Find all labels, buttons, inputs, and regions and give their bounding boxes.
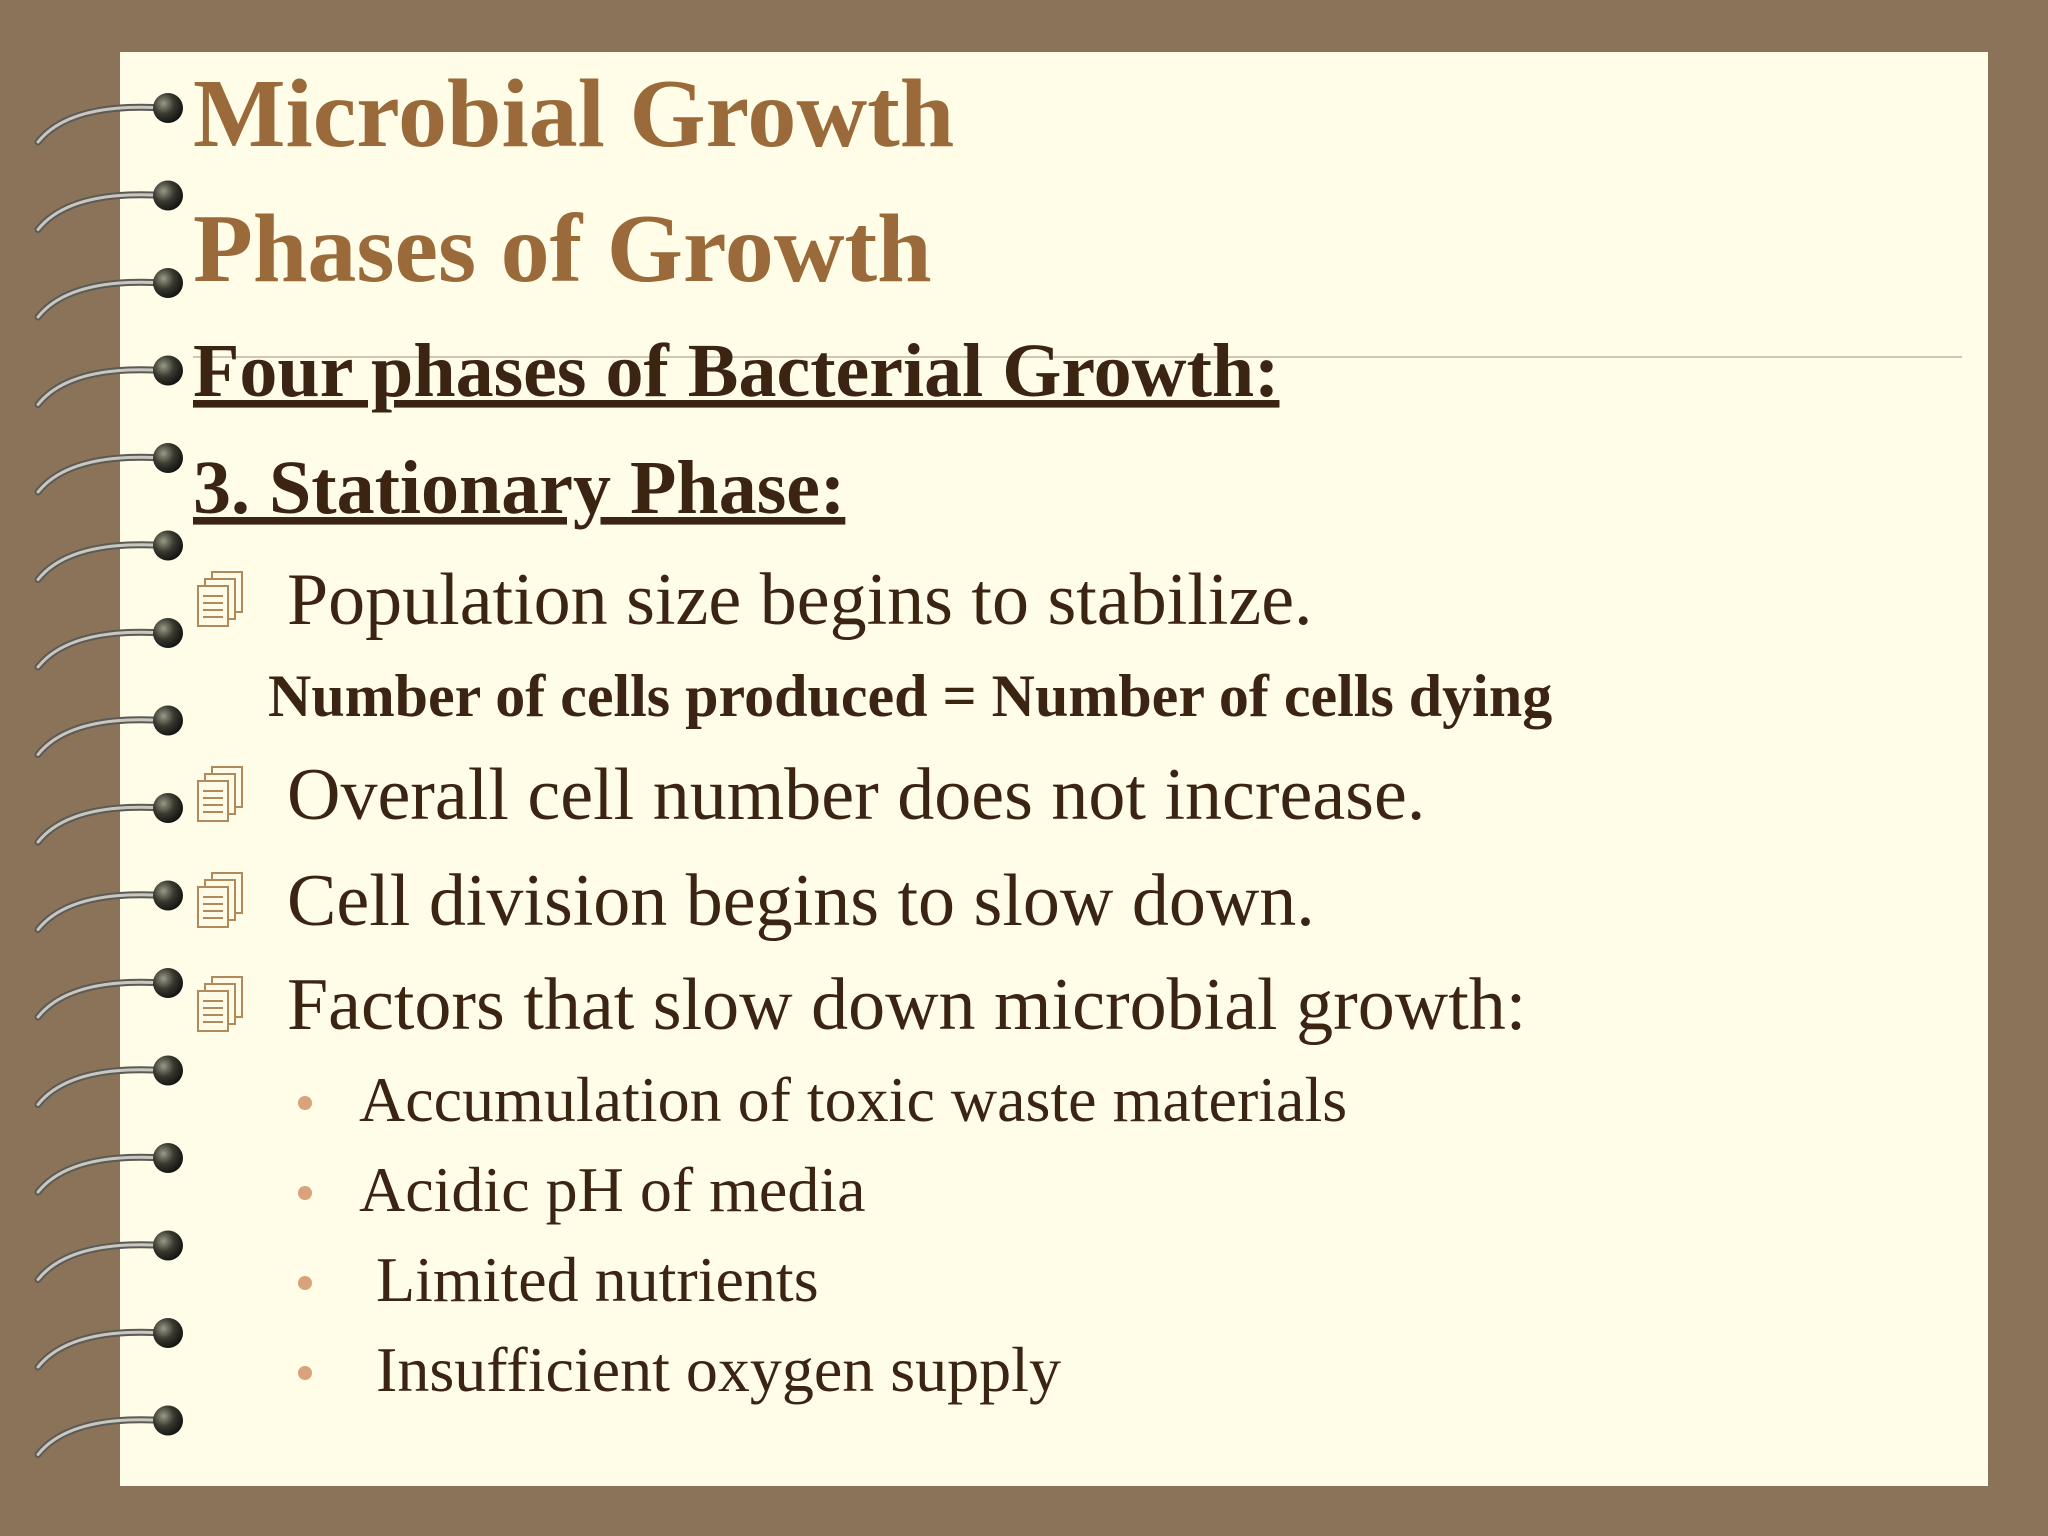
ring-wire (36, 1330, 167, 1369)
bullet-dot (298, 1096, 312, 1110)
ring-hole (153, 530, 183, 561)
ring-hole (153, 968, 183, 998)
ring-wire (36, 980, 167, 1019)
ring-hole (153, 1230, 183, 1261)
ring-wire (36, 1243, 167, 1281)
factor: Limited nutrients (376, 1244, 819, 1315)
ring-wire (36, 543, 167, 581)
ring-wire (36, 368, 167, 406)
ring-wire (36, 805, 167, 844)
bullet-icon (197, 571, 243, 627)
paper (120, 52, 1988, 1486)
point: Population size begins to stabilize. (287, 559, 1313, 641)
ring-hole (153, 355, 183, 386)
ring-wire (36, 893, 167, 931)
factor: Accumulation of toxic waste materials (359, 1064, 1347, 1135)
ring-hole (153, 1405, 183, 1436)
ring-wire (36, 1155, 167, 1194)
ring-wire (36, 718, 167, 756)
ring-hole (153, 1055, 183, 1086)
ring-hole (153, 93, 183, 123)
ring-wire (36, 105, 167, 144)
ring-wire (36, 193, 167, 231)
bullet-icon (197, 872, 243, 928)
bullet-dot (298, 1366, 312, 1380)
factor: Insufficient oxygen supply (376, 1334, 1061, 1405)
ring-wire (36, 1418, 167, 1456)
ring-hole (153, 1143, 183, 1173)
point: Factors that slow down microbial growth: (287, 964, 1526, 1046)
note: Number of cells produced = Number of cel… (268, 663, 1552, 729)
spiral-binding (34, 93, 183, 1458)
point: Cell division begins to slow down. (287, 860, 1315, 942)
ring-wire (36, 280, 167, 319)
ring-hole (153, 1318, 183, 1348)
ring-wire (36, 1068, 167, 1106)
ring-hole (153, 268, 183, 298)
ring-hole (153, 705, 183, 736)
bullet-dot (298, 1186, 312, 1200)
heading: Four phases of Bacterial Growth: (193, 329, 1279, 413)
subtitle: Phases of Growth (193, 195, 932, 303)
ring-hole (153, 180, 183, 211)
title: Microbial Growth (193, 60, 954, 168)
subheading: 3. Stationary Phase: (193, 446, 845, 530)
bullet-icon (197, 766, 243, 822)
point: Overall cell number does not increase. (287, 754, 1425, 836)
ring-wire (36, 455, 167, 494)
ring-hole (153, 880, 183, 911)
ring-hole (153, 443, 183, 473)
ring-hole (153, 618, 183, 648)
bullet-icon (197, 976, 243, 1032)
bullet-dot (298, 1276, 312, 1290)
factor: Acidic pH of media (359, 1154, 866, 1225)
ring-wire (36, 630, 167, 669)
ring-hole (153, 793, 183, 823)
